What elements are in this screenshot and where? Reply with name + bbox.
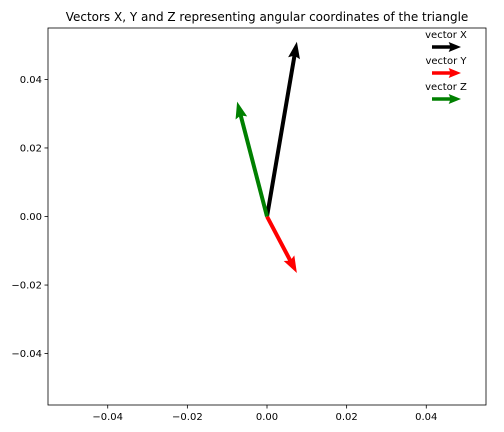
x-tick-label: −0.04 <box>92 412 123 423</box>
legend-label: vector Y <box>425 56 467 67</box>
x-tick-label: 0.00 <box>256 412 278 423</box>
legend: vector X vector Y vector Z <box>425 30 467 104</box>
vector-arrows <box>235 41 300 274</box>
legend-arrow-1 <box>432 42 461 52</box>
x-tick-label: 0.02 <box>336 412 358 423</box>
y-tick-label: 0.02 <box>20 143 42 154</box>
x-tick-label: −0.02 <box>172 412 203 423</box>
vector-arrow-3 <box>235 101 269 218</box>
x-axis: −0.04 −0.02 0.00 0.02 0.04 <box>92 405 437 423</box>
y-tick-label: 0.00 <box>20 212 42 223</box>
legend-label: vector X <box>425 30 467 41</box>
legend-label: vector Z <box>425 82 467 93</box>
y-tick-label: 0.04 <box>20 75 42 86</box>
legend-arrow-2 <box>432 68 461 78</box>
vector-arrow-2 <box>265 215 297 274</box>
legend-arrow-3 <box>432 94 461 104</box>
y-tick-label: −0.04 <box>11 349 42 360</box>
chart-title: Vectors X, Y and Z representing angular … <box>66 10 469 24</box>
y-tick-label: −0.02 <box>11 281 42 292</box>
x-tick-label: 0.04 <box>415 412 437 423</box>
vector-arrow-1 <box>265 41 300 217</box>
y-axis: −0.04 −0.02 0.00 0.02 0.04 <box>11 75 48 360</box>
